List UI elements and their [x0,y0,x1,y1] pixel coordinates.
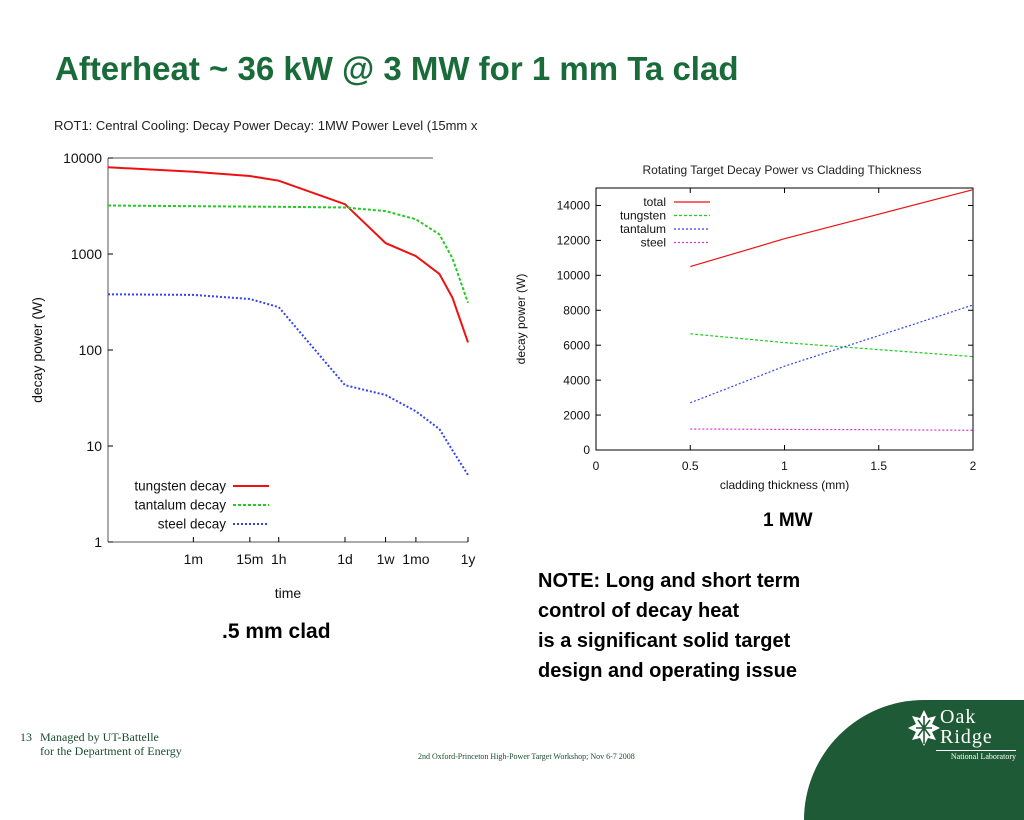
series-line-tungsten [690,333,974,358]
x-tick-label: 0.5 [682,459,699,473]
right-chart-caption: 1 MW [763,510,813,531]
chart-title: ROT1: Central Cooling: Decay Power Decay… [54,118,478,133]
footer-workshop: 2nd Oxford-Princeton High-Power Target W… [418,752,635,761]
y-tick-label: 0 [583,443,590,457]
y-tick-label: 8000 [563,303,590,317]
footer: 13 Managed by UT-Battelle for the Departm… [20,730,182,758]
y-tick-label: 10 [86,438,102,454]
x-tick-label: 1w [377,551,396,567]
x-tick-label: 1h [271,551,287,567]
chart-title: Rotating Target Decay Power vs Cladding … [642,163,921,177]
note-line: design and operating issue [538,660,797,682]
x-tick-label: 15m [236,551,263,567]
decay-vs-time-chart: ROT1: Central Cooling: Decay Power Decay… [29,118,478,601]
series-line-total [690,189,974,268]
y-tick-label: 1 [94,534,102,550]
y-axis-label: decay power (W) [514,274,528,365]
y-tick-label: 2000 [563,408,590,422]
legend-label: steel decay [158,517,227,532]
note-text: NOTE: Long and short term control of dec… [538,566,800,686]
y-tick-label: 14000 [557,199,591,213]
series-line-steel [690,428,974,431]
note-line: NOTE: Long and short term [538,570,801,592]
x-tick-label: 1mo [402,551,429,567]
slide-title: Afterheat ~ 36 kW @ 3 MW for 1 mm Ta cla… [55,50,739,87]
x-tick-label: 1y [461,551,476,567]
legend-label: total [643,195,666,209]
legend-label: tantalum [620,222,666,236]
x-tick-label: 1.5 [870,459,887,473]
legend-label: tungsten [620,209,666,223]
series-line-steel-decay [107,293,469,476]
y-tick-label: 10000 [63,150,102,166]
footer-line-1: Managed by UT-Battelle [40,730,159,744]
x-axis-label: cladding thickness (mm) [720,478,849,492]
x-tick-label: 1d [337,551,353,567]
logo-text-ridge: Ridge [940,726,993,748]
y-tick-label: 100 [79,342,103,358]
series-line-tantalum-decay [107,204,469,304]
y-tick-label: 12000 [557,234,591,248]
logo-text-oak: Oak [940,706,977,728]
left-chart-caption: .5 mm clad [222,620,331,643]
legend-label: tungsten decay [134,479,226,494]
y-tick-label: 4000 [563,373,590,387]
x-tick-label: 1 [781,459,788,473]
footer-line-2: for the Department of Energy [40,744,182,758]
x-axis-label: time [275,585,302,601]
note-line: control of decay heat [538,600,740,622]
decay-vs-cladding-chart: Rotating Target Decay Power vs Cladding … [514,163,977,492]
oak-leaf-icon [908,710,940,746]
x-tick-label: 2 [970,459,977,473]
slide-number: 13 [20,730,32,744]
y-axis-label: decay power (W) [29,297,45,403]
y-tick-label: 10000 [557,269,591,283]
y-tick-label: 6000 [563,338,590,352]
legend-label: tantalum decay [134,498,226,513]
logo-text-national-laboratory: National Laboratory [936,750,1016,761]
x-tick-label: 0 [593,459,600,473]
series-line-tungsten-decay [107,166,469,343]
legend-label: steel [641,236,666,250]
x-tick-label: 1m [184,551,203,567]
series-line-tantalum [690,304,974,404]
note-line: is a significant solid target [538,630,791,652]
y-tick-label: 1000 [71,246,102,262]
ornl-logo: Oak Ridge National Laboratory [906,704,1018,764]
